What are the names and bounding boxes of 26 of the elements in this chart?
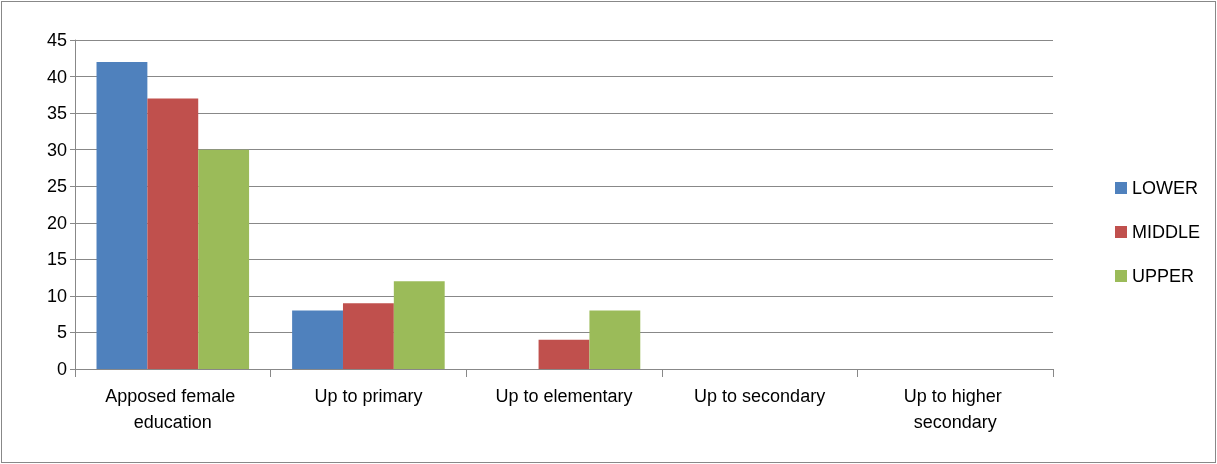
y-tick-label: 45 (46, 30, 67, 50)
y-tick-label: 20 (46, 212, 67, 233)
x-tick-label: Up to primary (314, 386, 423, 406)
legend-label: LOWER (1131, 178, 1199, 198)
bar (198, 149, 250, 369)
bar (393, 281, 445, 369)
y-tick-label: 40 (46, 66, 67, 87)
x-tick-label: Up to elementary (495, 386, 633, 406)
x-tick-label: Apposed female education (105, 386, 241, 432)
y-tick-label: 30 (46, 139, 67, 160)
y-tick-label: 0 (56, 359, 67, 379)
y-tick-label: 5 (56, 322, 67, 343)
bar (342, 303, 394, 369)
bar (96, 61, 148, 369)
bar (538, 339, 590, 369)
x-tick-label: Up to higher secondary (903, 386, 1007, 432)
y-tick-label: 25 (46, 176, 67, 197)
legend-label: MIDDLE (1131, 222, 1201, 242)
y-tick-label: 15 (46, 249, 67, 270)
bar (589, 310, 641, 369)
y-tick-label: 35 (46, 103, 67, 124)
legend-label: UPPER (1131, 266, 1195, 286)
bar (292, 310, 343, 369)
x-tick-label: Up to secondary (694, 386, 826, 406)
y-tick-label: 10 (46, 285, 67, 306)
bar (147, 98, 199, 369)
